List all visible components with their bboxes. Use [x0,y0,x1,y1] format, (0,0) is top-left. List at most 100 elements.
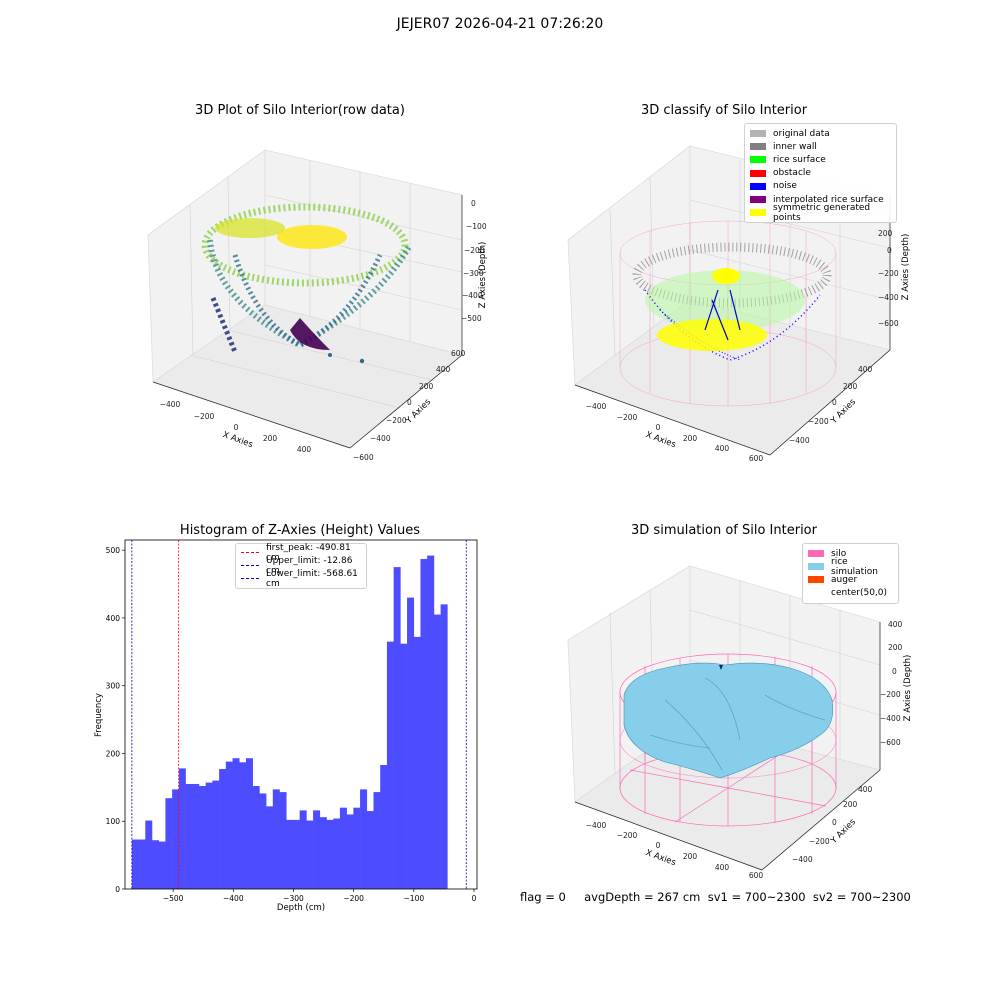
histogram-bar [427,555,435,889]
histogram-bar [279,792,287,889]
legend-item: obstacle [750,167,890,180]
legend-item: first_peak: -490.81 cm [241,543,361,563]
histogram-xtick-label: 0 [472,894,477,903]
raw-plot-title: 3D Plot of Silo Interior(row data) [195,103,405,118]
figure-title: JEJER07 2026-04-21 07:26:20 [396,16,604,32]
simulation-ytick: 400 [858,785,873,794]
histogram-bar [232,758,240,889]
histogram-bar [306,820,314,889]
histogram-bar [366,811,374,889]
histogram-frame [124,539,478,890]
simulation-ytick: 0 [832,818,837,827]
raw-ytick: 400 [436,365,451,374]
histogram-limit-lines [131,540,467,889]
histogram-xtick-label: −200 [343,894,364,903]
histogram-bar [198,785,206,889]
raw-xtick: 0 [234,423,239,432]
histogram-bar [420,558,428,889]
histogram-bar [339,807,347,889]
classify-ztick: 0 [887,246,892,255]
legend-swatch [808,550,824,558]
histogram-bar [326,819,334,889]
simulation-xtick: 600 [749,871,764,880]
simulation-rice-surface [623,662,834,779]
simulation-ztick: −200 [880,690,901,699]
classify-ztick: −600 [878,319,899,328]
histogram-bar [205,782,213,889]
histogram-bar [145,820,153,889]
classify-ytick: 200 [843,382,858,391]
histogram-bar [400,643,408,889]
legend-swatch [241,565,259,567]
raw-ztick: 0 [471,199,476,208]
raw-ztick: −400 [462,291,483,300]
histogram-ytick-label: 100 [106,817,121,826]
status-footer: flag = 0 avgDepth = 267 cm sv1 = 700~230… [520,890,911,904]
histogram-bar [353,807,361,889]
raw-ytick: 0 [407,398,412,407]
histogram-legend: first_peak: -490.81 cm Upper_limit: -12.… [235,543,367,589]
histogram-bar [373,792,381,889]
simulation-3d-plot: −400 −200 0 200 400 600 −400 −200 0 200 … [567,565,913,880]
histogram-ytick-label: 0 [115,885,120,894]
histogram-xticks: −500 −400 −300 −200 −100 0 [163,889,477,903]
classify-xtick: 200 [683,434,698,443]
raw-ztick: −200 [464,246,485,255]
legend-swatch [241,578,259,580]
classify-xtick: 600 [749,454,764,463]
classify-xtick: 400 [715,444,730,453]
histogram-bar [272,789,280,889]
histogram-bar [158,841,166,889]
classify-3d-plot: −400 −200 0 200 400 600 −400 −200 0 200 … [567,145,911,463]
histogram-bar [346,814,354,889]
legend-swatch [750,209,766,217]
classify-xlabel: X Axies [644,430,677,450]
raw-ztick: −300 [463,269,484,278]
histogram-bar [219,769,227,889]
simulation-xtick: 400 [715,863,730,872]
raw-ytick: −600 [353,453,374,462]
histogram-bar [386,641,394,889]
legend-swatch [808,576,824,584]
simulation-legend: silo rice simulation auger center(50,0) [802,543,899,604]
legend-swatch [808,589,824,597]
legend-item: Upper_limit: -12.86 cm [241,556,361,576]
raw-ztick: −500 [461,314,482,323]
raw-ztick: −100 [466,222,487,231]
histogram-xtick-label: −300 [283,894,304,903]
classify-xtick: −200 [617,413,638,422]
histogram-bar [299,810,307,889]
simulation-plot-title: 3D simulation of Silo Interior [631,523,817,538]
histogram-bar [413,636,421,889]
histogram-bar [212,780,220,889]
classify-zlabel: Z Axies (Depth) [901,234,911,301]
classify-point-cloud [632,242,832,361]
histogram-bar [440,604,448,889]
legend-swatch [241,552,259,554]
legend-item: auger [808,573,892,586]
simulation-ytick: −200 [809,837,830,846]
legend-swatch [808,563,824,571]
simulation-axis-lines [574,622,881,871]
simulation-ztick: 200 [888,643,903,652]
histogram-bar [360,789,368,889]
histogram-title: Histogram of Z-Axies (Height) Values [179,523,421,538]
classify-ytick: 400 [858,365,873,374]
simulation-ztick: 0 [892,667,897,676]
simulation-xtick: 0 [656,841,661,850]
histogram-bar [380,764,388,889]
legend-item: Lower_limit: -568.61 cm [241,569,361,589]
simulation-ytick: −400 [792,855,813,864]
histogram-bar [266,806,274,889]
simulation-zlabel: Z Axies (Depth) [903,655,913,722]
raw-xtick: 200 [263,434,278,443]
histogram-bar [433,614,441,889]
raw-3d-plot: −400 −200 0 200 400 −600 −400 −200 0 200… [147,149,488,462]
classify-ztick: −400 [878,293,899,302]
histogram-bar [138,839,146,889]
classify-legend: original data inner wall rice surface ob… [744,123,897,224]
histogram-bars [131,555,448,889]
legend-swatch [750,156,766,164]
histogram-bar [286,819,294,889]
classify-plot-title: 3D classify of Silo Interior [640,103,808,118]
